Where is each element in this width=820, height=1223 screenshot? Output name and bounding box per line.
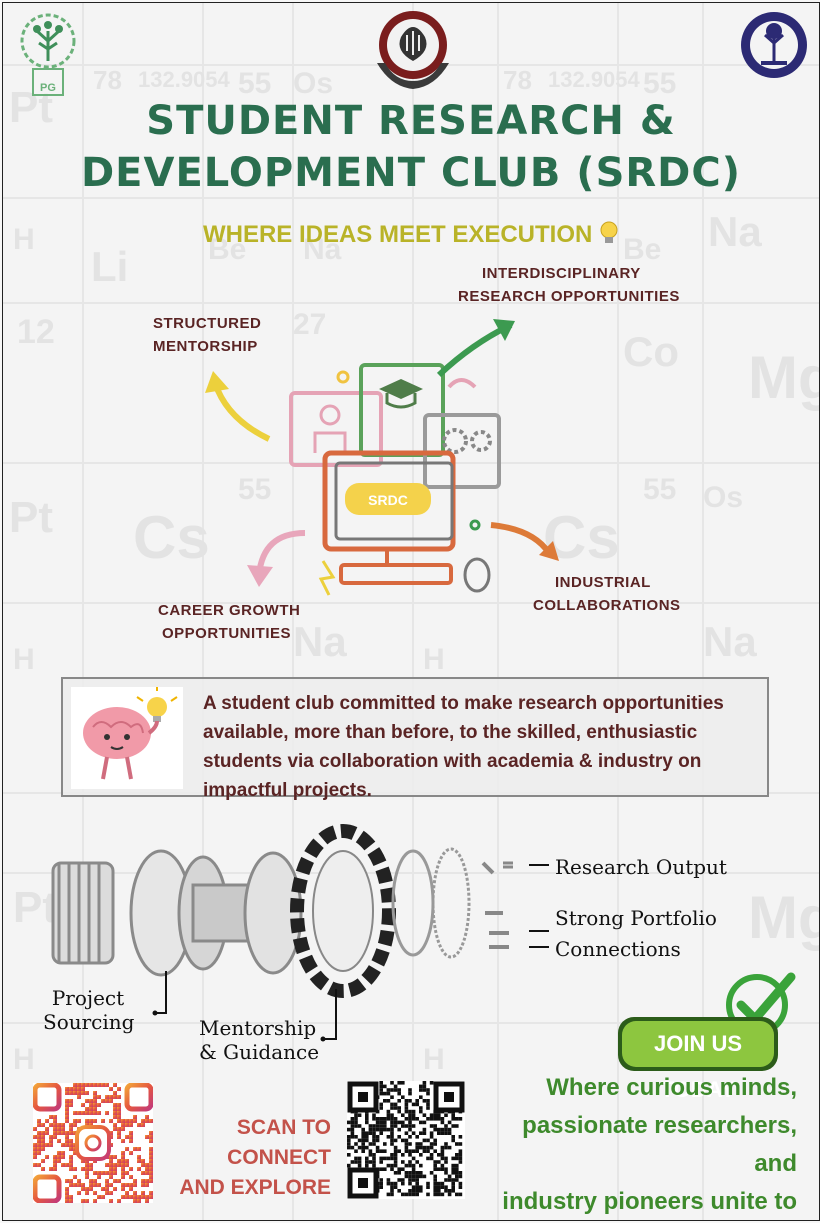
brain-icon [83, 687, 178, 780]
iit-kgp-logo-icon [741, 12, 807, 78]
srdc-club-logo-icon [377, 11, 449, 89]
arrow-interdisciplinary [436, 322, 513, 378]
benefit-mentorship-line-1: STRUCTURED [153, 315, 262, 332]
description-panel: A student club committed to make researc… [61, 677, 769, 801]
arrow-industrial [490, 522, 552, 555]
join-us-button[interactable]: JOIN US TODAY [618, 1017, 778, 1102]
qr-code[interactable] [347, 1081, 465, 1199]
club-description: A student club committed to make researc… [203, 693, 724, 801]
page-title: STUDENT RESEARCH & DEVELOPMENT CLUB (SRD… [3, 95, 819, 199]
cta-message: Where curious minds, passionate research… [477, 1069, 797, 1220]
brain-illustration [71, 687, 183, 789]
lightbulb-icon [600, 221, 618, 243]
cta-line-1: Where curious minds, [546, 1074, 797, 1101]
benefit-interdisciplinary-line-1: INTERDISCIPLINARY [482, 265, 641, 282]
hub-label: SRDC [368, 492, 408, 508]
label-connections: Connections [555, 937, 681, 961]
benefit-interdisciplinary: INTERDISCIPLINARY RESEARCH OPPORTUNITIES [458, 262, 680, 308]
benefit-career-line-2: OPPORTUNITIES [162, 625, 292, 642]
arrow-mentorship [212, 381, 271, 442]
graduate-window [359, 363, 445, 457]
benefit-career-line-1: CAREER GROWTH [158, 602, 301, 619]
benefit-mentorship: STRUCTURED MENTORSHIP [153, 312, 261, 358]
pg-logo-icon: PG [20, 13, 76, 96]
label-project-line-1: Project [51, 986, 125, 1010]
engine-exploded-illustration [51, 824, 513, 998]
keyboard [339, 563, 453, 585]
join-us-label: JOIN US TODAY [622, 1021, 774, 1102]
instagram-icon [75, 1125, 111, 1161]
scan-line-2: AND EXPLORE [179, 1176, 331, 1199]
label-mentorship-line-1: Mentorship [199, 1016, 317, 1040]
instagram-qr-code[interactable] [33, 1083, 153, 1203]
benefit-industrial: INDUSTRIAL COLLABORATIONS [533, 571, 681, 617]
scan-line-1: SCAN TO CONNECT [227, 1116, 331, 1169]
benefit-career: CAREER GROWTH OPPORTUNITIES [158, 599, 300, 645]
engine-leader-lines [152, 864, 549, 1042]
label-research-output: Research Output [555, 855, 727, 879]
cta-line-3: industry pioneers unite to [502, 1188, 797, 1215]
srdc-hub-illustration: SRDC [205, 319, 559, 596]
label-strong-portfolio: Strong Portfolio [555, 906, 717, 930]
srdc-hub-badge [345, 483, 431, 515]
engine-ring [290, 824, 396, 998]
benefit-interdisciplinary-line-2: RESEARCH OPPORTUNITIES [458, 288, 680, 305]
benefit-mentorship-line-2: MENTORSHIP [153, 338, 258, 355]
title-line-1: STUDENT RESEARCH & [146, 98, 676, 144]
label-mentorship-line-2: & Guidance [199, 1040, 320, 1064]
benefit-industrial-line-2: COLLABORATIONS [533, 597, 681, 614]
tagline-text: WHERE IDEAS MEET EXECUTION [202, 221, 593, 248]
label-project-sourcing: Project Sourcing [43, 986, 135, 1034]
benefit-industrial-line-1: INDUSTRIAL [555, 574, 651, 591]
mouse-icon [463, 557, 491, 593]
gear-icon [442, 428, 468, 454]
title-line-2: DEVELOPMENT CLUB (SRDC) [80, 150, 742, 196]
pg-logo-text: PG [40, 82, 56, 94]
tagline: WHERE IDEAS MEET EXECUTION [3, 220, 819, 249]
cta-line-2: passionate researchers, and [522, 1112, 797, 1177]
label-project-line-2: Sourcing [43, 1010, 135, 1034]
label-mentorship-guidance: Mentorship & Guidance [199, 1016, 319, 1064]
scan-instruction: SCAN TO CONNECT AND EXPLORE [161, 1113, 331, 1203]
